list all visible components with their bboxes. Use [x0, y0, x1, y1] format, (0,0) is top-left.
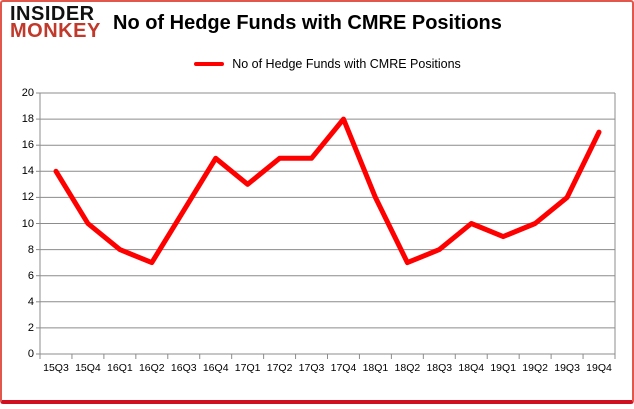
y-axis-tick-label: 10 [21, 217, 34, 230]
logo-line-insider: INSIDER [10, 3, 95, 25]
y-axis-tick-label: 18 [21, 113, 34, 126]
x-axis-tick-label: 18Q3 [426, 362, 453, 374]
x-axis-tick-label: 16Q2 [138, 362, 165, 374]
x-axis-tick-label: 18Q2 [394, 362, 421, 374]
insider-monkey-logo: INSIDER MONKEY [10, 3, 101, 42]
x-axis-tick-label: 19Q3 [554, 362, 580, 374]
legend-label: No of Hedge Funds with CMRE Positions [232, 57, 461, 71]
y-axis-tick-label: 8 [27, 243, 34, 256]
x-axis-tick-label: 16Q4 [202, 362, 229, 374]
y-axis-tick-label: 2 [27, 321, 34, 334]
x-axis-tick-label: 16Q1 [107, 362, 133, 374]
y-axis-tick-label: 14 [21, 165, 34, 178]
y-axis-tick-label: 4 [27, 295, 34, 308]
y-axis-tick-label: 0 [27, 348, 34, 360]
y-axis-tick-label: 20 [21, 87, 34, 99]
chart-title: No of Hedge Funds with CMRE Positions [113, 12, 502, 34]
x-axis-tick-label: 19Q1 [490, 362, 517, 374]
x-axis-tick-label: 18Q4 [458, 362, 485, 374]
series-line [53, 116, 602, 266]
y-axis-tick-label: 16 [21, 139, 34, 152]
x-axis-tick-label: 18Q1 [362, 362, 389, 374]
x-axis-tick-label: 19Q4 [586, 362, 612, 374]
x-axis-tick-label: 16Q3 [170, 362, 197, 374]
x-axis-tick-label: 15Q3 [43, 362, 69, 374]
x-axis-tick-label: 17Q1 [234, 362, 261, 374]
legend: No of Hedge Funds with CMRE Positions [40, 57, 615, 71]
x-axis-tick-label: 17Q3 [298, 362, 325, 374]
y-axis-tick-label: 12 [21, 191, 34, 204]
x-axis-tick-label: 15Q4 [75, 362, 101, 374]
x-axis-tick-label: 17Q2 [266, 362, 293, 374]
legend-line-swatch [194, 62, 225, 66]
logo-line-monkey: MONKEY [10, 20, 101, 42]
x-axis-tick-label: 17Q4 [330, 362, 357, 374]
x-axis-tick-label: 19Q2 [522, 362, 548, 374]
y-axis-tick-label: 6 [27, 269, 34, 282]
